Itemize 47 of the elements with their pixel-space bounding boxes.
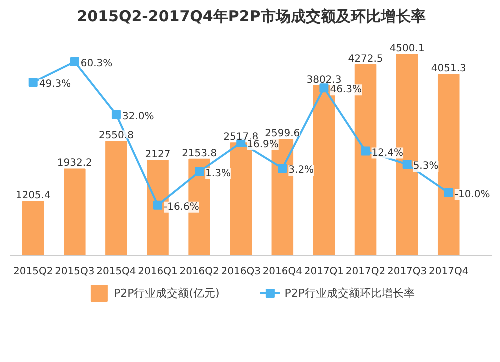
data-label: 3802.3 <box>306 74 342 86</box>
data-label: 4272.5 <box>348 54 384 65</box>
data-label: 2127 <box>145 150 171 161</box>
x-tick-label: 2015Q3 <box>55 266 95 278</box>
point <box>28 78 38 88</box>
bar <box>106 141 128 256</box>
bar <box>22 201 44 256</box>
data-label: -16.6% <box>164 202 200 213</box>
data-label: 5.3% <box>413 161 439 172</box>
x-tick-label: 2017Q1 <box>304 266 344 278</box>
x-tick-label: 2017Q3 <box>387 266 428 278</box>
legend-label: P2P行业成交额(亿元) <box>114 286 220 300</box>
x-tick-label: 2016Q2 <box>180 266 220 278</box>
x-tick-label: 2015Q2 <box>14 266 54 278</box>
point <box>402 160 412 170</box>
x-tick-label: 2016Q3 <box>221 266 261 278</box>
point <box>112 110 121 120</box>
data-label: 32.0% <box>122 111 154 122</box>
data-label: 3.2% <box>288 164 314 176</box>
point <box>320 84 329 93</box>
point <box>70 58 80 67</box>
data-label: 60.3% <box>80 58 113 70</box>
x-tick-label: 2016Q4 <box>262 266 303 278</box>
data-label: 4051.3 <box>431 64 466 75</box>
point <box>444 188 454 198</box>
chart-title: 2015Q2-2017Q4年P2P市场成交额及环比增长率 <box>77 8 426 26</box>
data-label: 2599.6 <box>265 128 300 140</box>
bar <box>64 168 86 256</box>
point <box>154 200 163 210</box>
data-label: 46.3% <box>330 84 362 96</box>
data-label: 2153.8 <box>182 148 218 160</box>
point <box>195 167 204 176</box>
data-label: 1.3% <box>206 168 231 180</box>
data-label: 4500.1 <box>390 44 425 55</box>
data-label: 12.4% <box>372 148 404 159</box>
data-label: -10.0% <box>454 190 490 201</box>
point <box>361 146 370 156</box>
x-tick-label: 2016Q1 <box>138 266 178 278</box>
x-tick-label: 2017Q4 <box>429 266 469 278</box>
data-label: 49.3% <box>39 79 72 90</box>
data-label: 2550.8 <box>98 130 134 142</box>
point <box>278 164 288 173</box>
x-tick-label: 2017Q2 <box>346 266 386 278</box>
legend-label: P2P行业成交额环比增长率 <box>284 286 416 300</box>
data-label: 1205.4 <box>16 190 51 202</box>
data-label: 1932.2 <box>57 158 92 170</box>
x-tick-label: 2015Q4 <box>96 266 136 278</box>
